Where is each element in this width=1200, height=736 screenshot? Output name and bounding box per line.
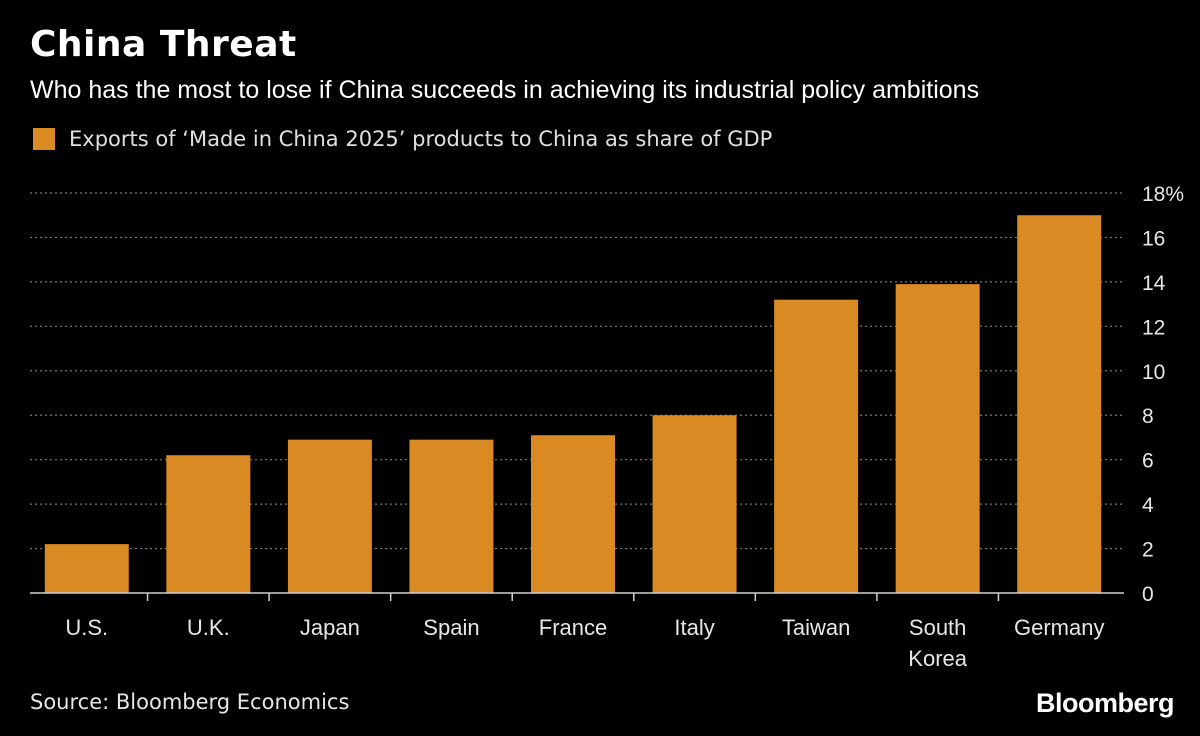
x-tick-label: Taiwan xyxy=(782,615,850,640)
y-tick-label: 18% xyxy=(1142,183,1184,206)
bar xyxy=(895,284,980,593)
bloomberg-logo: Bloomberg xyxy=(1035,688,1175,718)
bar xyxy=(652,415,737,593)
x-tick-label: South Korea xyxy=(908,615,967,671)
y-tick-label: 8 xyxy=(1142,405,1154,428)
y-tick-label: 6 xyxy=(1142,450,1154,473)
chart-title: China Threat xyxy=(30,24,297,65)
y-tick-label: 0 xyxy=(1142,583,1154,606)
bar xyxy=(774,299,859,593)
y-axis: 0 2 4 6 8 10 12 14 16 18% xyxy=(1142,183,1184,606)
legend-label: Exports of ‘Made in China 2025’ products… xyxy=(69,127,773,151)
x-tick-label: Spain xyxy=(423,615,479,640)
bar xyxy=(531,435,615,593)
bar xyxy=(44,544,129,593)
legend: Exports of ‘Made in China 2025’ products… xyxy=(33,127,772,151)
x-tick-label: France xyxy=(539,615,607,640)
bar xyxy=(1017,215,1102,593)
x-tick-label: U.K. xyxy=(187,615,230,640)
y-tick-label: 2 xyxy=(1142,539,1154,562)
x-tick-label: Italy xyxy=(674,615,714,640)
source-note: Source: Bloomberg Economics xyxy=(30,690,350,714)
x-tick-label: Japan xyxy=(300,615,360,640)
x-tick-label: U.S. xyxy=(65,615,108,640)
y-tick-label: 12 xyxy=(1142,316,1165,339)
legend-swatch xyxy=(33,128,55,150)
bar xyxy=(287,439,372,593)
x-axis xyxy=(30,592,1124,601)
chart-subtitle: Who has the most to lose if China succee… xyxy=(30,76,980,104)
y-tick-label: 10 xyxy=(1142,361,1165,384)
x-tick-label: Germany xyxy=(1014,615,1104,640)
bar xyxy=(166,455,251,593)
y-tick-label: 4 xyxy=(1142,494,1154,517)
bars xyxy=(44,215,1102,593)
bar xyxy=(409,439,494,593)
y-tick-label: 16 xyxy=(1142,227,1165,250)
x-tick-labels: U.S. U.K. Japan Spain France Italy Taiwan South… xyxy=(65,615,1104,671)
y-tick-label: 14 xyxy=(1142,272,1166,295)
